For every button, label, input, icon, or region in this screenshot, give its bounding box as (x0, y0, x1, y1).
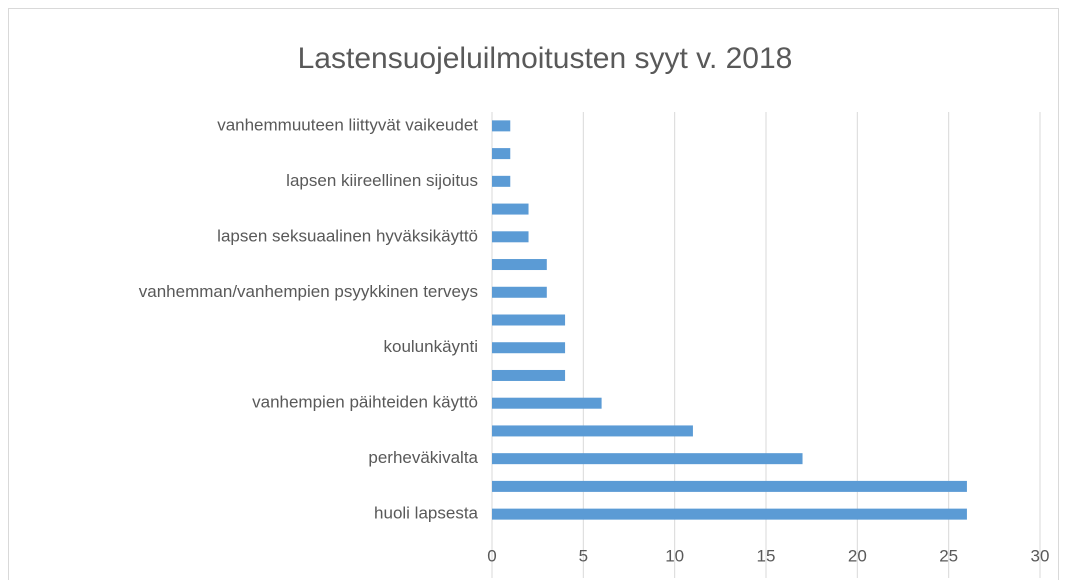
bar (492, 148, 511, 160)
bar (492, 203, 529, 215)
chart-title: Lastensuojeluilmoitusten syyt v. 2018 (298, 42, 793, 75)
y-tick-label: lapsen kiireellinen sijoitus (286, 171, 478, 190)
y-tick-label: koulunkäynti (383, 337, 478, 356)
bar (492, 342, 566, 354)
bar (492, 175, 511, 187)
bar (492, 453, 803, 465)
x-tick-label: 5 (579, 546, 588, 565)
x-tick-label: 20 (848, 546, 867, 565)
bar (492, 425, 693, 437)
y-tick-label: vanhemmuuteen liittyvät vaikeudet (217, 115, 478, 134)
y-tick-label: lapsen seksuaalinen hyväksikäyttö (217, 226, 478, 245)
y-tick-label: perheväkivalta (368, 448, 478, 467)
bar (492, 259, 547, 271)
bar (492, 508, 967, 520)
x-tick-label: 0 (487, 546, 496, 565)
bar (492, 369, 566, 381)
x-tick-label: 30 (1031, 546, 1050, 565)
bar (492, 231, 529, 243)
bar (492, 120, 511, 132)
x-tick-label: 25 (939, 546, 958, 565)
x-tick-label: 10 (665, 546, 684, 565)
y-tick-label: vanhemman/vanhempien psyykkinen terveys (139, 282, 478, 301)
bar (492, 286, 547, 298)
bar (492, 397, 602, 409)
bar (492, 314, 566, 326)
bar (492, 480, 967, 492)
y-tick-label: vanhempien päihteiden käyttö (252, 393, 478, 412)
x-tick-label: 15 (757, 546, 776, 565)
y-tick-label: huoli lapsesta (374, 504, 479, 523)
